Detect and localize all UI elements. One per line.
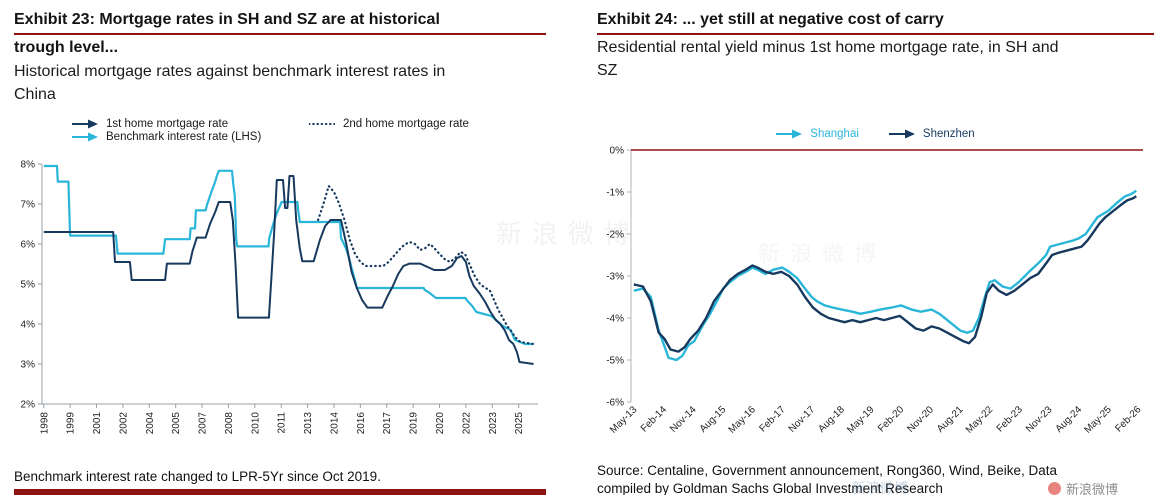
x-tick-label: Feb-17 [757, 404, 787, 434]
y-tick-label: 4% [21, 320, 36, 331]
y-tick-label: 2% [21, 400, 36, 411]
mortgage-rates-chart: 8% 7% 6% 5% 4% 3% 2%1998 1999 2001 2002 2004 2005 20… [21, 160, 538, 435]
exhibit-23-panel: Exhibit 23: Mortgage rates in SH and SZ … [14, 8, 546, 495]
y-tick-label: -1% [606, 188, 624, 199]
legend-item-benchmark: Benchmark interest rate (LHS) [72, 131, 330, 143]
y-tick-label: 0% [610, 146, 625, 157]
exhibit-23-subtitle-line1: Historical mortgage rates against benchm… [14, 63, 446, 80]
legend-label-shanghai: Shanghai [810, 128, 859, 140]
exhibit-24-subtitle: Residential rental yield minus 1st home … [597, 36, 1154, 82]
x-tick-label: 2007 [198, 412, 209, 435]
x-tick-label: 2025 [514, 412, 525, 435]
exhibit-23-bottom-rule [14, 489, 546, 495]
exhibit-23-footnote: Benchmark interest rate changed to LPR-5… [14, 469, 381, 484]
x-tick-label: 2008 [224, 412, 235, 435]
x-tick-label: 2002 [118, 412, 129, 435]
exhibit-24-subtitle-line1: Residential rental yield minus 1st home … [597, 39, 1059, 56]
x-tick-label: May-25 [1082, 404, 1114, 436]
y-tick-label: 3% [21, 360, 36, 371]
dotted-line-marker [309, 123, 335, 125]
x-tick-label: 1998 [39, 412, 50, 435]
legend-item-shenzhen: Shenzhen [888, 128, 975, 140]
y-tick-label: 7% [21, 200, 36, 211]
exhibit-24-title: Exhibit 24: ... yet still at negative co… [597, 11, 944, 28]
x-tick-label: Aug-24 [1054, 404, 1085, 435]
source-line1: Source: Centaline, Government announceme… [597, 463, 1058, 478]
exhibit-24-panel: Exhibit 24: ... yet still at negative co… [597, 8, 1154, 495]
exhibit-23-subtitle: Historical mortgage rates against benchm… [14, 60, 546, 106]
x-tick-label: Nov-17 [787, 404, 818, 435]
y-tick-label: 5% [21, 280, 36, 291]
x-tick-label: 2011 [277, 412, 288, 434]
exhibit-23-title-line2: trough level... [14, 39, 119, 56]
x-tick-label: May-22 [964, 404, 996, 436]
exhibit-23-title-line1: Exhibit 23: Mortgage rates in SH and SZ … [14, 11, 440, 28]
x-tick-label: Nov-14 [668, 404, 699, 435]
x-tick-label: 2005 [171, 412, 182, 435]
cost-of-carry-legend: Shanghai Shenzhen [597, 128, 1154, 140]
x-tick-label: 2022 [461, 412, 472, 435]
legend-row: Benchmark interest rate (LHS) [72, 131, 546, 143]
first-home-rate-line [43, 175, 534, 365]
legend-item-shanghai: Shanghai [776, 128, 859, 140]
x-tick-label: 2010 [250, 412, 261, 435]
second-home-rate-line [317, 184, 535, 346]
x-tick-label: May-16 [727, 404, 759, 436]
shanghai-line [633, 189, 1137, 362]
x-tick-label: Feb-14 [639, 404, 669, 434]
x-tick-label: Aug-18 [816, 404, 847, 435]
legend-label-second-home: 2nd home mortgage rate [343, 118, 469, 130]
benchmark-rate-line [43, 164, 534, 346]
legend-item-second-home: 2nd home mortgage rate [309, 118, 546, 130]
legend-label-shenzhen: Shenzhen [922, 128, 975, 140]
x-tick-label: Feb-26 [1113, 404, 1143, 434]
exhibit-24-title-rule [597, 33, 1154, 35]
legend-label-benchmark: Benchmark interest rate (LHS) [106, 131, 262, 143]
y-tick-label: -5% [606, 356, 624, 367]
exhibit-24-source: Source: Centaline, Government announceme… [597, 462, 1057, 495]
x-tick-label: Nov-23 [1024, 404, 1055, 435]
legend-label-first-home: 1st home mortgage rate [106, 118, 229, 130]
x-tick-label: 2019 [409, 412, 420, 435]
y-tick-label: 6% [21, 240, 36, 251]
y-tick-label: 8% [21, 160, 36, 171]
x-tick-label: 2004 [145, 412, 156, 435]
shenzhen-line [633, 195, 1137, 353]
x-tick-label: 2001 [92, 412, 103, 435]
y-tick-label: -6% [606, 398, 624, 409]
x-tick-label: 2017 [382, 412, 393, 435]
arrow-line-marker [888, 129, 915, 139]
x-tick-label: Aug-15 [698, 404, 729, 435]
y-tick-label: -2% [606, 230, 624, 241]
y-tick-label: -4% [606, 314, 624, 325]
exhibit-24-subtitle-line2: SZ [597, 62, 618, 79]
x-tick-label: 1999 [66, 412, 77, 435]
x-tick-label: 2016 [356, 412, 367, 435]
arrow-line-marker [776, 129, 803, 139]
legend-row: 1st home mortgage rate 2nd home mortgage … [72, 118, 546, 130]
x-tick-label: Feb-20 [876, 404, 906, 434]
x-tick-label: May-19 [845, 404, 877, 436]
cost-of-carry-chart: 0%-1%-2%-3%-4%-5%-6%May-13 Feb-14 Nov-14 Au… [606, 146, 1144, 436]
x-tick-label: 2013 [303, 412, 314, 435]
x-tick-label: May-13 [608, 404, 640, 436]
x-tick-label: 2020 [435, 412, 446, 435]
x-tick-label: 2023 [488, 412, 499, 435]
exhibit-23-title-rule [14, 33, 546, 35]
exhibit-23-subtitle-line2: China [14, 86, 56, 103]
source-line2: compiled by Goldman Sachs Global Investm… [597, 481, 943, 495]
legend-item-first-home: 1st home mortgage rate [72, 118, 309, 130]
y-tick-label: -3% [606, 272, 624, 283]
arrow-line-marker [72, 119, 98, 129]
x-tick-label: 2014 [329, 412, 340, 435]
x-tick-label: Nov-20 [905, 404, 936, 435]
arrow-line-marker [72, 132, 98, 142]
x-tick-label: Aug-21 [935, 404, 966, 435]
mortgage-chart-legend: 1st home mortgage rate 2nd home mortgage … [14, 118, 546, 143]
x-tick-label: Feb-23 [995, 404, 1025, 434]
